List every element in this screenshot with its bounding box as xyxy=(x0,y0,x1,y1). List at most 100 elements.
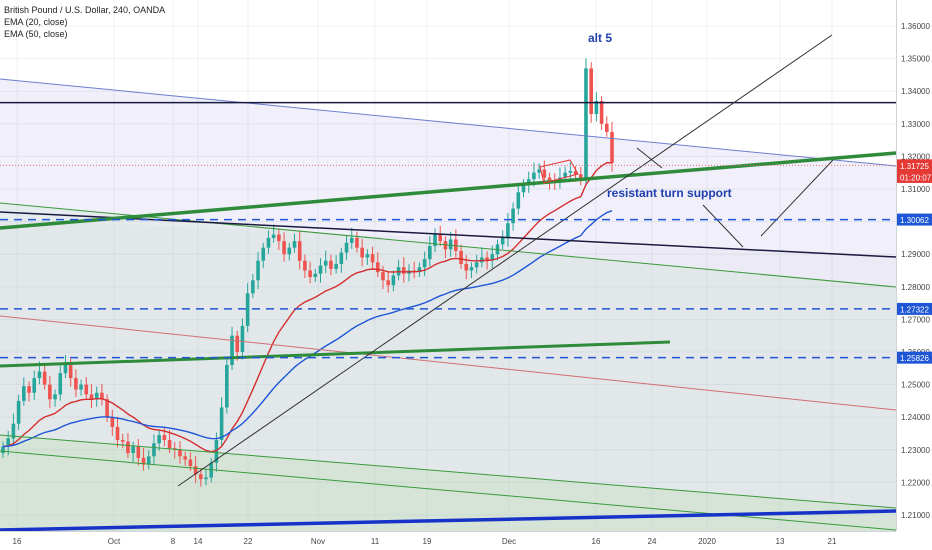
time-tick-10: 24 xyxy=(648,537,657,546)
candle-body-32 xyxy=(167,440,172,449)
candle-body-60 xyxy=(313,273,318,278)
candle-body-117 xyxy=(610,131,614,163)
candles xyxy=(1,58,614,487)
candle-body-47 xyxy=(245,293,250,326)
candle-body-94 xyxy=(490,254,495,261)
candle-body-55 xyxy=(287,247,292,255)
candle-body-90 xyxy=(469,267,474,271)
candle-body-101 xyxy=(526,179,531,185)
candle-body-104 xyxy=(542,169,547,178)
price-axis-bg xyxy=(896,0,932,550)
candle-body-6 xyxy=(32,378,37,393)
candle-body-11 xyxy=(58,373,63,395)
candle-body-48 xyxy=(251,280,255,294)
line-red-channel xyxy=(0,315,896,411)
candle-body-8 xyxy=(42,371,47,385)
time-axis-bg xyxy=(0,531,932,550)
candle-body-74 xyxy=(386,280,390,286)
candle-body-23 xyxy=(120,440,125,442)
candle-body-28 xyxy=(146,456,151,465)
candle-body-1 xyxy=(6,438,11,447)
annotation-alt5: alt 5 xyxy=(588,31,612,45)
price-tick-2: 1.34000 xyxy=(901,87,930,96)
candle-body-65 xyxy=(339,252,344,264)
line-upper-blue xyxy=(0,78,896,167)
time-tick-2: 8 xyxy=(171,537,176,546)
time-tick-4: 22 xyxy=(244,537,253,546)
line-path-down-1 xyxy=(636,147,663,169)
price-tick-8: 1.28000 xyxy=(901,283,930,292)
candle-body-24 xyxy=(126,441,130,454)
candle-body-73 xyxy=(381,272,385,281)
price-tick-13: 1.23000 xyxy=(901,446,930,455)
candle-body-59 xyxy=(308,270,312,278)
candle-body-5 xyxy=(27,386,31,393)
candle-body-72 xyxy=(375,262,380,273)
candle-body-80 xyxy=(417,267,422,273)
symbol-title[interactable]: British Pound / U.S. Dollar, 240, OANDA xyxy=(4,5,166,15)
time-tick-0: 16 xyxy=(13,537,22,546)
ema20-legend[interactable]: EMA (20, close) xyxy=(4,17,68,27)
candle-body-77 xyxy=(401,267,406,274)
candle-body-15 xyxy=(79,384,83,390)
price-label-bg-3 xyxy=(897,302,932,315)
line-green-thick-lower xyxy=(0,340,671,368)
price-label-0: 1.31725 xyxy=(900,162,929,171)
red-rectangle-pattern xyxy=(539,159,579,184)
candle-body-114 xyxy=(594,100,599,115)
candle-body-75 xyxy=(391,275,396,286)
candle-body-38 xyxy=(198,474,203,480)
line-lower-green-2 xyxy=(0,450,896,531)
price-label-3: 1.27322 xyxy=(900,305,929,314)
candle-body-116 xyxy=(604,123,609,132)
candle-body-41 xyxy=(214,440,219,463)
ema50-legend[interactable]: EMA (50, close) xyxy=(4,29,68,39)
line-path-up xyxy=(760,159,834,237)
time-tick-8: Dec xyxy=(502,537,516,546)
candle-body-71 xyxy=(370,254,375,263)
candle-body-100 xyxy=(521,184,526,193)
line-path-down-2 xyxy=(702,204,744,248)
annotations: alt 5 resistant turn support xyxy=(588,31,732,200)
price-tick-9: 1.27000 xyxy=(901,315,930,324)
candle-body-7 xyxy=(37,371,42,379)
candle-body-46 xyxy=(240,325,245,352)
candle-body-113 xyxy=(589,68,593,115)
candle-body-20 xyxy=(105,399,109,418)
time-tick-6: 11 xyxy=(371,537,380,546)
time-tick-1: Oct xyxy=(108,537,121,546)
price-label-bg-2 xyxy=(897,213,932,226)
candle-body-34 xyxy=(178,449,182,457)
candle-body-27 xyxy=(141,457,146,465)
candle-body-99 xyxy=(516,192,521,209)
price-label-bg-0 xyxy=(897,159,932,172)
price-tick-4: 1.32000 xyxy=(901,152,930,161)
candle-body-63 xyxy=(329,260,333,269)
candle-body-40 xyxy=(209,462,214,478)
candle-body-102 xyxy=(532,172,536,180)
time-axis[interactable]: 16 Oct 8 14 22 Nov 11 19 Dec 16 24 2020 13 21 xyxy=(0,531,932,550)
price-tick-11: 1.25000 xyxy=(901,381,930,390)
candle-body-22 xyxy=(115,426,120,441)
candle-body-2 xyxy=(11,423,16,439)
candle-body-112 xyxy=(584,68,588,180)
candle-body-110 xyxy=(573,171,578,175)
grid-lines xyxy=(0,0,896,531)
candle-body-88 xyxy=(459,250,463,264)
candle-body-25 xyxy=(131,446,135,454)
candle-body-26 xyxy=(136,446,141,458)
candle-body-67 xyxy=(349,237,354,243)
candle-body-54 xyxy=(282,241,286,255)
time-tick-5: Nov xyxy=(311,537,325,546)
price-axis[interactable]: 1.36000 1.35000 1.34000 1.33000 1.32000 1.310… xyxy=(896,0,932,550)
price-tick-3: 1.33000 xyxy=(901,120,930,129)
candle-body-44 xyxy=(230,335,234,366)
price-tick-14: 1.22000 xyxy=(901,478,930,487)
price-label-2: 1.30062 xyxy=(900,216,929,225)
candle-body-10 xyxy=(53,394,57,400)
candle-body-31 xyxy=(162,435,167,441)
candle-body-61 xyxy=(318,265,323,274)
candle-body-105 xyxy=(547,177,552,181)
line-black-descending xyxy=(0,211,896,258)
time-tick-9: 16 xyxy=(592,537,601,546)
